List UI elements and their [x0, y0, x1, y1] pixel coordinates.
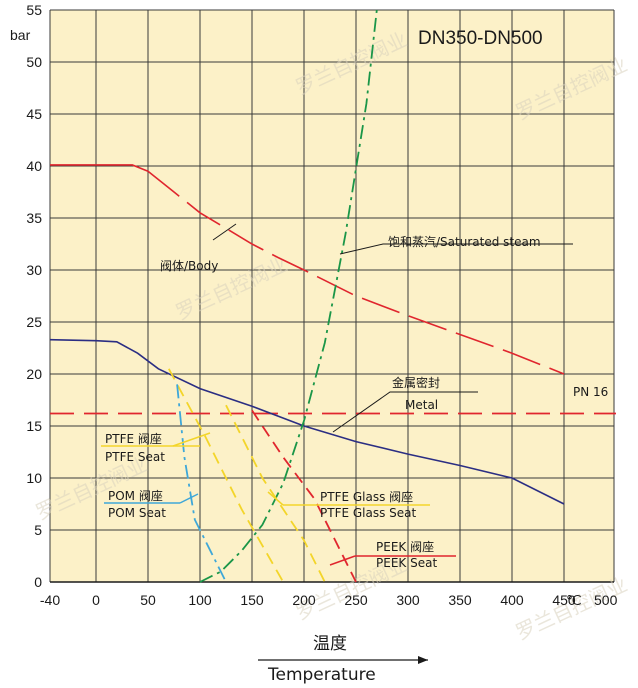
series-lines — [49, 9, 616, 583]
steam-leader — [339, 243, 573, 255]
x-unit-label: ℃ — [566, 592, 582, 608]
x-axis-title-en: Temperature — [267, 665, 376, 685]
y-tick-label: 55 — [26, 2, 42, 18]
ptfeg-label-en: PTFE Glass Seat — [320, 506, 417, 520]
pn16-label: PN 16 — [573, 385, 608, 399]
grid — [49, 9, 615, 583]
peek-label-en: PEEK Seat — [376, 556, 437, 570]
pom-leader — [179, 493, 199, 504]
ptfe-leader — [172, 432, 211, 447]
watermark-text: 罗兰自控阀业 — [512, 572, 631, 644]
series-line-0-dashed — [147, 170, 565, 375]
ptfeg-leader — [267, 491, 284, 506]
x-tick-label: 0 — [92, 592, 100, 608]
peek-leader — [329, 555, 356, 566]
y-tick-label: 40 — [26, 158, 42, 174]
pom-label-cn: POM 阀座 — [108, 488, 163, 503]
body-label: 阀体/Body — [160, 259, 218, 273]
y-tick-label: 30 — [26, 262, 42, 278]
plot-area — [50, 10, 614, 582]
x-axis-title-arrowhead — [418, 656, 428, 664]
y-tick-label: 35 — [26, 210, 42, 226]
y-tick-label: 50 — [26, 54, 42, 70]
y-tick-label: 45 — [26, 106, 42, 122]
metal-label-cn: 金属密封 — [392, 375, 440, 390]
x-tick-label: 300 — [396, 592, 420, 608]
y-tick-label: 10 — [26, 470, 42, 486]
x-tick-label: 100 — [188, 592, 212, 608]
pom-label-en: POM Seat — [108, 506, 166, 520]
y-axis-label: bar — [10, 27, 31, 43]
y-tick-label: 15 — [26, 418, 42, 434]
y-tick-label: 5 — [34, 522, 42, 538]
x-tick-label: 450 — [552, 592, 576, 608]
ptfeg-label-cn: PTFE Glass 阀座 — [320, 489, 413, 504]
series-line-3 — [199, 9, 378, 583]
x-tick-label: 250 — [344, 592, 368, 608]
chart-title: DN350-DN500 — [418, 28, 543, 49]
y-tick-label: 0 — [34, 574, 42, 590]
ptfe-label-en: PTFE Seat — [105, 450, 165, 464]
x-axis-title-cn: 温度 — [313, 634, 347, 654]
metal-leader — [332, 391, 478, 433]
y-tick-labels: 0 5 10 15 20 25 30 35 40 45 50 55 — [26, 2, 42, 590]
ptfe-label-cn: PTFE 阀座 — [105, 431, 162, 446]
series-line-5 — [176, 384, 227, 583]
x-tick-labels: -40 0 50 100 150 200 250 300 350 400 450 — [40, 592, 576, 608]
x-tick-label: -40 — [40, 592, 60, 608]
x-extra-tick: 500 — [594, 592, 618, 608]
series-line-6 — [225, 404, 326, 583]
series-line-4 — [168, 368, 284, 583]
x-tick-label: 400 — [500, 592, 524, 608]
y-tick-label: 25 — [26, 314, 42, 330]
steam-label: 饱和蒸汽/Saturated steam — [388, 234, 541, 249]
annotations: 阀体/Body 饱和蒸汽/Saturated steam 金属密封 Metal … — [101, 223, 608, 570]
body-leader — [212, 223, 237, 241]
x-tick-label: 50 — [140, 592, 156, 608]
y-tick-label: 20 — [26, 366, 42, 382]
x-tick-label: 150 — [240, 592, 264, 608]
x-tick-label: 200 — [292, 592, 316, 608]
series-line-2 — [49, 338, 565, 505]
series-line-0-solid — [50, 164, 149, 172]
metal-label-en: Metal — [405, 398, 438, 412]
x-tick-label: 350 — [448, 592, 472, 608]
peek-label-cn: PEEK 阀座 — [376, 539, 434, 554]
